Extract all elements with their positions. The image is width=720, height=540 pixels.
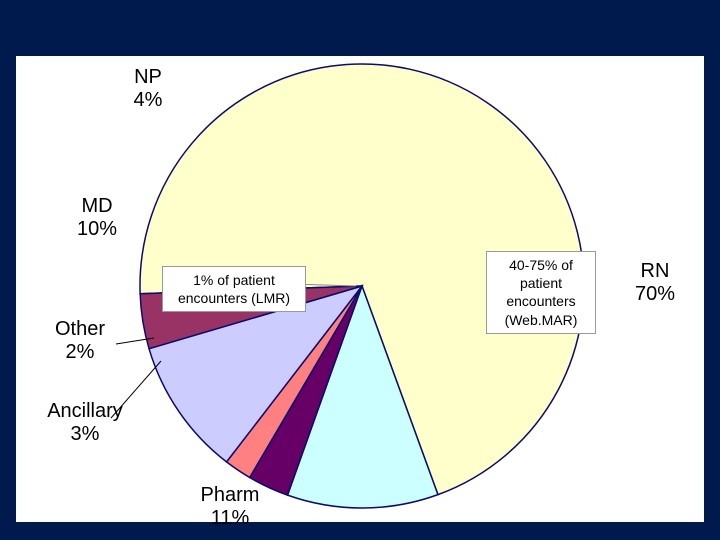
label-other-pct: 2% bbox=[66, 341, 95, 363]
callout-lmr-line1: 1% of patient bbox=[193, 272, 275, 288]
label-ancillary: Ancillary 3% bbox=[30, 400, 140, 446]
label-pharm: Pharm 11% bbox=[180, 484, 280, 530]
slide-root: USAGE BY ROLE NP 4% MD 10% Other 2% Anci… bbox=[0, 0, 720, 540]
pie-chart bbox=[16, 56, 704, 522]
label-md-pct: 10% bbox=[77, 218, 117, 240]
label-np: NP 4% bbox=[118, 66, 178, 112]
label-ancillary-pct: 3% bbox=[71, 423, 100, 445]
label-other-role: Other bbox=[55, 318, 105, 340]
label-md: MD 10% bbox=[62, 195, 132, 241]
callout-lmr-line2: encounters (LMR) bbox=[178, 290, 290, 306]
slide-title: USAGE BY ROLE bbox=[0, 6, 720, 48]
label-np-role: NP bbox=[134, 66, 162, 88]
callout-webmar-line1: 40-75% of bbox=[509, 257, 573, 273]
callout-lmr: 1% of patient encounters (LMR) bbox=[162, 266, 306, 312]
label-other: Other 2% bbox=[40, 318, 120, 364]
label-rn: RN 70% bbox=[620, 260, 690, 306]
label-pharm-pct: 11% bbox=[211, 507, 250, 529]
label-rn-role: RN bbox=[641, 260, 670, 282]
callout-webmar-line4: (Web.MAR) bbox=[505, 312, 578, 328]
label-pharm-role: Pharm bbox=[201, 484, 260, 506]
callout-webmar-line3: encounters bbox=[506, 293, 575, 309]
label-md-role: MD bbox=[81, 195, 112, 217]
label-rn-pct: 70% bbox=[635, 283, 675, 305]
callout-webmar-line2: patient bbox=[520, 275, 562, 291]
label-np-pct: 4% bbox=[134, 89, 163, 111]
callout-webmar: 40-75% of patient encounters (Web.MAR) bbox=[486, 251, 596, 334]
label-ancillary-role: Ancillary bbox=[47, 400, 123, 422]
